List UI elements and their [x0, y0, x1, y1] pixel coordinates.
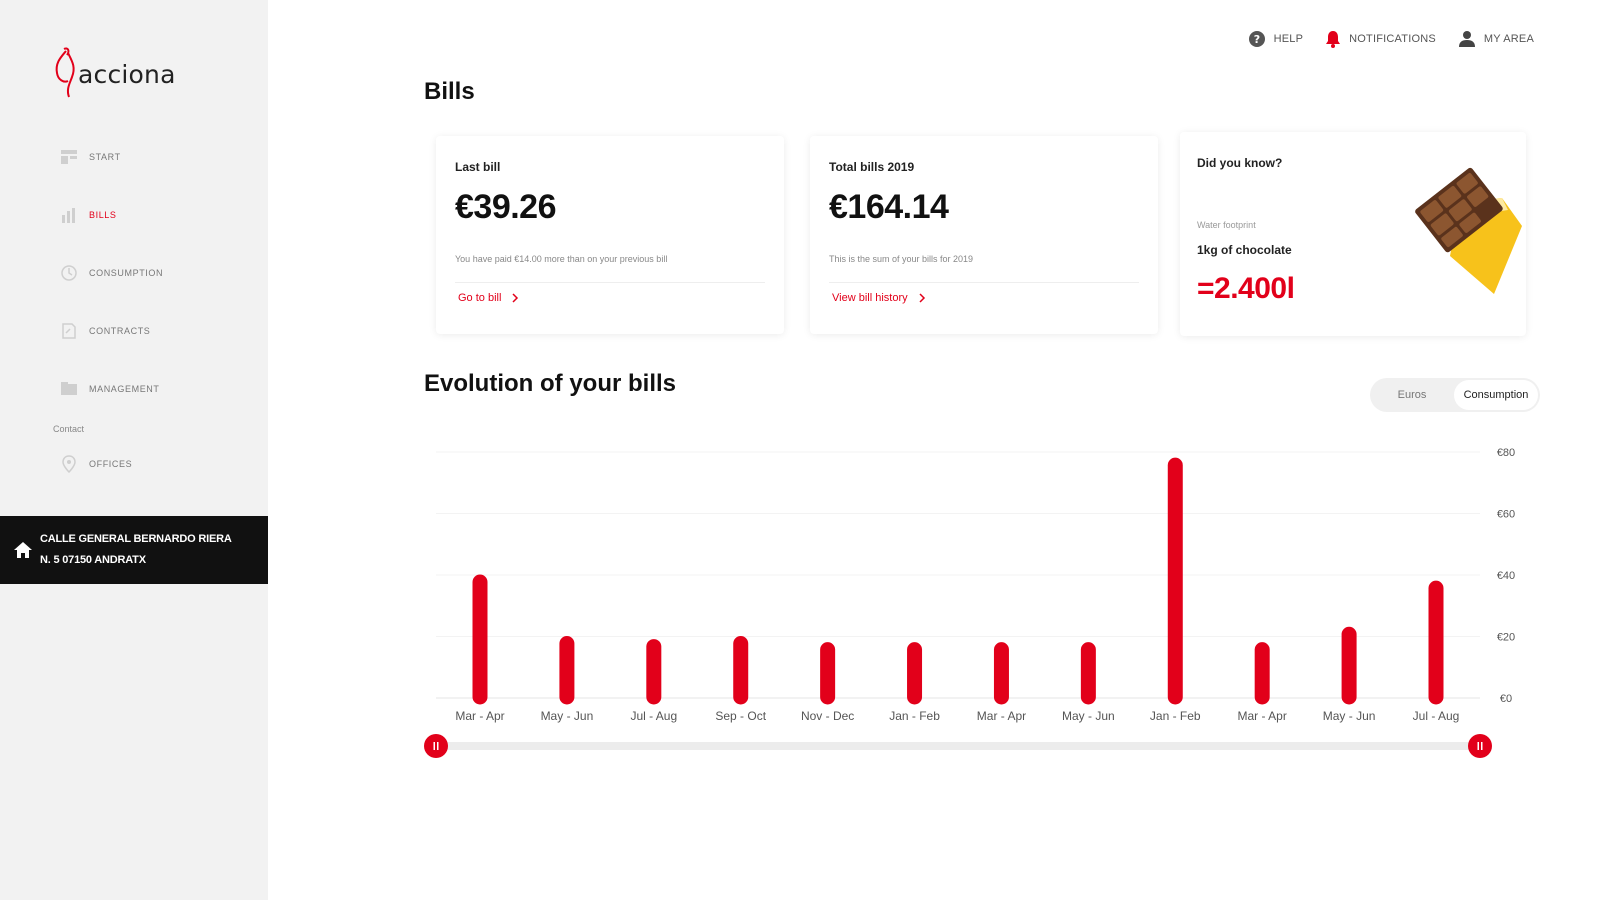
x-tick-label: May - Jun [541, 709, 594, 723]
my-area-label: MY AREA [1483, 33, 1534, 45]
help-link[interactable]: ? HELP [1248, 30, 1304, 48]
top-bar: ? HELP NOTIFICATIONS MY AREA [1248, 30, 1534, 48]
handle-grip [437, 742, 439, 750]
acciona-logo-icon [55, 47, 75, 98]
go-to-bill-link[interactable]: Go to bill [458, 292, 519, 304]
last-bill-value: €39.26 [455, 188, 557, 226]
home-icon [12, 539, 34, 561]
last-bill-label: Last bill [455, 160, 501, 174]
range-slider-end-handle[interactable] [1468, 734, 1492, 758]
help-icon: ? [1248, 31, 1265, 47]
did-you-know-title: Did you know? [1197, 156, 1283, 170]
help-label: HELP [1273, 33, 1304, 45]
address-line-1: CALLE GENERAL BERNARDO RIERA [40, 533, 232, 545]
chevron-right-icon [919, 293, 925, 303]
my-area-link[interactable]: MY AREA [1458, 30, 1534, 48]
toggle-consumption[interactable]: Consumption [1454, 380, 1538, 410]
bell-icon [1326, 31, 1341, 48]
chocolate-bar-icon [1415, 167, 1522, 294]
consumption-icon [60, 264, 78, 282]
address-line-2: N. 5 07150 ANDRATX [40, 554, 146, 566]
x-tick-label: May - Jun [1323, 709, 1376, 723]
go-to-bill-label: Go to bill [458, 292, 502, 304]
view-bill-history-link[interactable]: View bill history [832, 292, 926, 304]
chocolate-item-label: 1kg of chocolate [1197, 243, 1292, 257]
sidebar-item-start[interactable]: START [0, 128, 268, 186]
brand-logo[interactable]: acciona [52, 46, 222, 102]
notifications-link[interactable]: NOTIFICATIONS [1325, 30, 1436, 48]
toggle-euros[interactable]: Euros [1397, 389, 1427, 401]
start-icon [60, 148, 78, 166]
range-slider-start-handle[interactable] [424, 734, 448, 758]
handle-grip [433, 742, 435, 750]
sidebar-item-label: BILLS [89, 210, 117, 220]
x-tick-label: Mar - Apr [977, 709, 1026, 723]
page-title: Bills [424, 78, 475, 105]
x-tick-label: Jan - Feb [1150, 709, 1201, 723]
sidebar-item-consumption[interactable]: CONSUMPTION [0, 244, 268, 302]
last-bill-card: Last bill €39.26 You have paid €14.00 mo… [436, 136, 784, 334]
sidebar-item-management[interactable]: MANAGEMENT [0, 360, 268, 418]
x-tick-label: Nov - Dec [801, 709, 854, 723]
y-tick-label: €40 [1497, 570, 1515, 582]
address-selector[interactable]: CALLE GENERAL BERNARDO RIERA N. 5 07150 … [0, 516, 268, 584]
evolution-title: Evolution of your bills [424, 370, 676, 397]
x-tick-label: May - Jun [1062, 709, 1115, 723]
user-icon [1458, 31, 1475, 47]
total-bills-value: €164.14 [829, 188, 949, 226]
x-tick-label: Jan - Feb [889, 709, 940, 723]
x-tick-label: Mar - Apr [455, 709, 504, 723]
bills-icon [60, 206, 78, 224]
x-tick-label: Jul - Aug [630, 709, 677, 723]
sidebar-item-bills[interactable]: BILLS [0, 186, 268, 244]
brand-name: acciona [78, 59, 176, 89]
unit-toggle: Euros Consumption [1370, 378, 1540, 412]
location-pin-icon [60, 455, 78, 473]
svg-text:?: ? [1253, 33, 1259, 46]
notifications-label: NOTIFICATIONS [1349, 33, 1436, 45]
card-divider [455, 282, 765, 283]
contracts-icon [60, 322, 78, 340]
y-tick-label: €80 [1497, 447, 1515, 459]
handle-grip [1481, 742, 1483, 750]
address-text: CALLE GENERAL BERNARDO RIERA N. 5 07150 … [40, 529, 232, 571]
sidebar-item-contracts[interactable]: CONTRACTS [0, 302, 268, 360]
sidebar: acciona START BILLS CONSUMPTION [0, 0, 268, 900]
chevron-right-icon [512, 293, 519, 303]
sidebar-item-label: START [89, 152, 121, 162]
water-footprint-label: Water footprint [1197, 220, 1256, 230]
x-tick-label: Mar - Apr [1238, 709, 1287, 723]
sidebar-section-contact: Contact [53, 424, 85, 434]
x-tick-label: Jul - Aug [1413, 709, 1460, 723]
did-you-know-card: Did you know? Water footprint 1kg of cho… [1180, 132, 1526, 336]
x-tick-label: Sep - Oct [715, 709, 766, 723]
sidebar-item-offices[interactable]: OFFICES [0, 440, 268, 488]
total-bills-note: This is the sum of your bills for 2019 [829, 254, 974, 264]
sidebar-item-label: OFFICES [89, 459, 133, 469]
handle-grip [1477, 742, 1479, 750]
total-bills-card: Total bills 2019 €164.14 This is the sum… [810, 136, 1158, 334]
last-bill-note: You have paid €14.00 more than on your p… [455, 254, 668, 264]
card-divider [829, 282, 1139, 283]
water-footprint-value: =2.400l [1197, 272, 1295, 305]
management-icon [60, 380, 78, 398]
total-bills-label: Total bills 2019 [829, 160, 915, 174]
y-tick-label: €0 [1500, 693, 1512, 705]
view-bill-history-label: View bill history [832, 292, 908, 304]
sidebar-nav: START BILLS CONSUMPTION CONTRACTS [0, 128, 268, 488]
y-tick-label: €60 [1497, 509, 1515, 521]
sidebar-item-label: CONSUMPTION [89, 268, 164, 278]
bills-bar-chart: €0 €20 €40 €60 €80 Mar - Apr May - Jun Jul - Au… [424, 447, 1515, 758]
sidebar-item-label: MANAGEMENT [89, 384, 160, 394]
sidebar-item-label: CONTRACTS [89, 326, 151, 336]
y-tick-label: €20 [1497, 632, 1515, 644]
